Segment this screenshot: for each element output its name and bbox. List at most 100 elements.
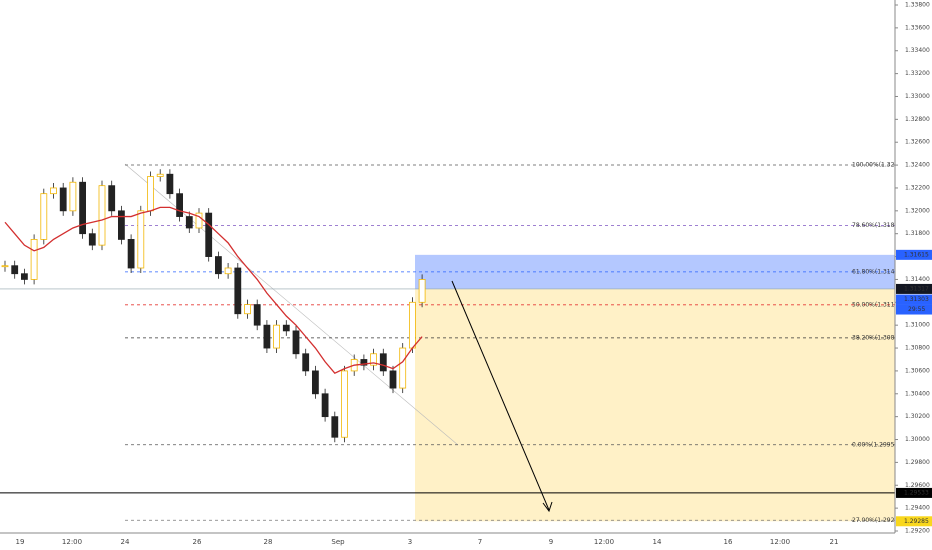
- y-tick-label: 1.33600: [905, 24, 930, 31]
- candle: [273, 324, 281, 349]
- price-tag: [896, 487, 932, 498]
- y-tick-label: 1.33200: [905, 70, 930, 77]
- candle: [69, 181, 77, 212]
- y-tick-label: 1.32800: [905, 116, 930, 123]
- candle: [195, 212, 203, 229]
- x-tick-label: 7: [478, 538, 482, 546]
- x-tick-label: 19: [16, 538, 25, 546]
- candle: [214, 256, 222, 275]
- candle: [205, 212, 213, 257]
- x-tick-label: 26: [193, 538, 202, 546]
- x-tick-label: 28: [264, 538, 273, 546]
- candle: [1, 265, 9, 268]
- candle: [399, 347, 407, 389]
- price-tag: [896, 249, 932, 260]
- candle: [331, 416, 339, 438]
- x-tick-label: 9: [549, 538, 553, 546]
- y-tick-label: 1.33000: [905, 93, 930, 100]
- candle: [108, 185, 116, 212]
- y-tick-label: 1.31400: [905, 276, 930, 283]
- price-tag-label: 1.31303: [904, 296, 929, 303]
- y-tick-label: 1.32000: [905, 207, 930, 214]
- x-tick-label: 16: [724, 538, 733, 546]
- candle: [176, 193, 184, 217]
- candle: [59, 187, 67, 212]
- candle: [302, 353, 310, 372]
- price-tag-label: 1.29533: [904, 489, 929, 496]
- candle: [292, 330, 300, 355]
- candle: [118, 210, 125, 240]
- arrow-line: [451, 280, 550, 511]
- fib-label: 78.60%(1.31873): [852, 222, 904, 229]
- candle: [40, 193, 48, 240]
- candle: [234, 267, 242, 315]
- y-tick-label: 1.32600: [905, 139, 930, 146]
- y-tick-label: 1.30800: [905, 345, 930, 352]
- y-tick-label: 1.33400: [905, 47, 930, 54]
- price-tag-label: 1.29285: [904, 518, 929, 525]
- countdown-tag: [896, 304, 932, 315]
- price-tag: [896, 294, 932, 305]
- x-tick-label: 3: [408, 538, 412, 546]
- x-tick-label: 14: [653, 538, 662, 546]
- candle: [147, 176, 154, 212]
- candle: [224, 267, 232, 275]
- x-tick-label: 12:00: [770, 538, 790, 546]
- y-tick-label: 1.29800: [905, 459, 930, 466]
- x-tick-label: 12:00: [62, 538, 82, 546]
- countdown: 29:55: [908, 306, 925, 313]
- moving-average: [4, 206, 423, 375]
- candle: [360, 359, 368, 366]
- y-tick-label: 1.32200: [905, 184, 930, 191]
- candle: [253, 304, 261, 326]
- candle: [321, 393, 329, 418]
- y-tick-label: 1.33800: [905, 2, 930, 9]
- fib-label: 38.20%(1.30889): [852, 334, 904, 341]
- y-tick-label: 1.30400: [905, 390, 930, 397]
- y-tick-label: 1.29600: [905, 482, 930, 489]
- price-tag-label: 1.31317: [904, 285, 929, 292]
- time-axis: [0, 533, 932, 550]
- x-tick-label: 12:00: [594, 538, 614, 546]
- fib-label: 0.00%(1.29954): [852, 441, 901, 448]
- y-tick-label: 1.29400: [905, 505, 930, 512]
- candle: [11, 265, 19, 275]
- candle: [370, 353, 378, 366]
- price-tag: [896, 516, 932, 527]
- y-tick-label: 1.31000: [905, 322, 930, 329]
- fib-label: 100.00%(1.32401): [852, 161, 908, 168]
- candle: [282, 324, 290, 332]
- candle: [79, 181, 86, 235]
- y-tick-label: 1.31800: [905, 230, 930, 237]
- fib-label: 61.80%(1.31466): [852, 268, 904, 275]
- x-tick-label: 21: [830, 538, 839, 546]
- candle: [20, 273, 28, 280]
- candle: [311, 370, 319, 395]
- x-tick-label: Sep: [331, 538, 345, 546]
- candle: [166, 173, 174, 195]
- candle: [244, 304, 251, 315]
- y-tick-label: 1.30600: [905, 367, 930, 374]
- candle: [137, 210, 145, 269]
- y-tick-label: 1.30000: [905, 436, 930, 443]
- candle: [30, 239, 38, 280]
- price-tag-label: 1.31615: [904, 251, 929, 258]
- fib-label: 27.00%(1.29294): [852, 517, 904, 524]
- arrow-head: [542, 501, 553, 513]
- candle: [418, 279, 426, 303]
- candle: [88, 233, 96, 246]
- candle: [263, 324, 271, 349]
- candle: [127, 239, 135, 269]
- target-zone: [415, 288, 895, 522]
- candle: [50, 187, 57, 195]
- x-tick-label: 24: [121, 538, 130, 546]
- y-tick-label: 1.32400: [905, 162, 930, 169]
- candle: [156, 173, 164, 177]
- candle: [389, 370, 397, 389]
- candle: [341, 370, 348, 438]
- fib-label: 50.00%(1.31178): [852, 301, 904, 308]
- candle: [98, 185, 106, 246]
- candle: [185, 216, 193, 229]
